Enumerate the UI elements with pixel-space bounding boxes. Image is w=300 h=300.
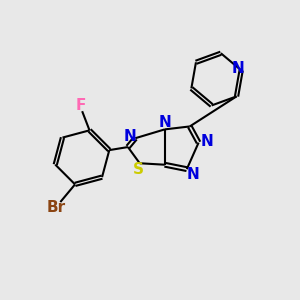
Text: S: S bbox=[133, 162, 144, 177]
Text: N: N bbox=[159, 116, 172, 130]
Text: N: N bbox=[187, 167, 200, 182]
Text: F: F bbox=[76, 98, 86, 113]
Text: N: N bbox=[124, 129, 136, 144]
Text: N: N bbox=[200, 134, 213, 149]
Text: Br: Br bbox=[46, 200, 65, 215]
Text: N: N bbox=[232, 61, 244, 76]
